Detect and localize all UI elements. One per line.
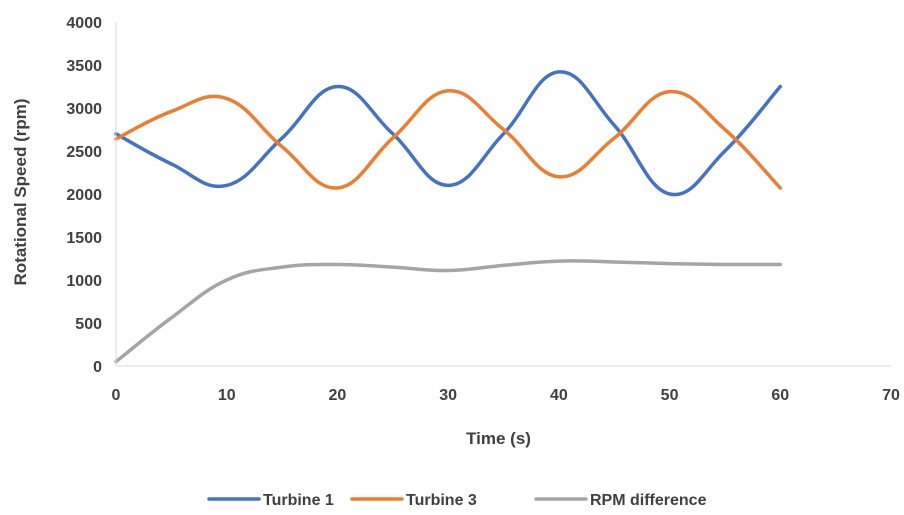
x-tick-label: 60 (771, 387, 789, 404)
series-line-2 (114, 89, 783, 190)
x-axis-title: Time (s) (466, 429, 531, 448)
y-tick-label: 500 (75, 316, 102, 333)
x-tick-labels: 0 10 20 30 40 50 60 70 (112, 387, 900, 404)
y-tick-labels: 0 500 1000 1500 2000 2500 3000 3500 4000 (66, 15, 102, 376)
y-tick-label: 3000 (66, 101, 102, 118)
x-tick-label: 70 (882, 387, 900, 404)
y-tick-label: 0 (93, 359, 102, 376)
y-tick-label: 2500 (66, 144, 102, 161)
y-tick-label: 1000 (66, 273, 102, 290)
axes (115, 22, 891, 367)
series-line-1 (114, 70, 783, 197)
x-tick-label: 50 (661, 387, 679, 404)
legend-label: RPM difference (590, 492, 707, 509)
series-lines (114, 70, 783, 364)
x-tick-label: 30 (439, 387, 457, 404)
y-tick-label: 1500 (66, 230, 102, 247)
legend-label: Turbine 3 (406, 492, 477, 509)
x-tick-label: 40 (550, 387, 568, 404)
x-tick-label: 20 (329, 387, 347, 404)
x-tick-label: 10 (218, 387, 236, 404)
y-tick-label: 3500 (66, 58, 102, 75)
legend-label: Turbine 1 (263, 492, 334, 509)
series-line-3 (114, 259, 783, 364)
y-tick-label: 2000 (66, 187, 102, 204)
legend: Turbine 1 Turbine 3 RPM difference (207, 492, 707, 509)
x-tick-label: 0 (112, 387, 121, 404)
y-tick-label: 4000 (66, 15, 102, 32)
y-axis-title: Rotational Speed (rpm) (11, 98, 30, 285)
